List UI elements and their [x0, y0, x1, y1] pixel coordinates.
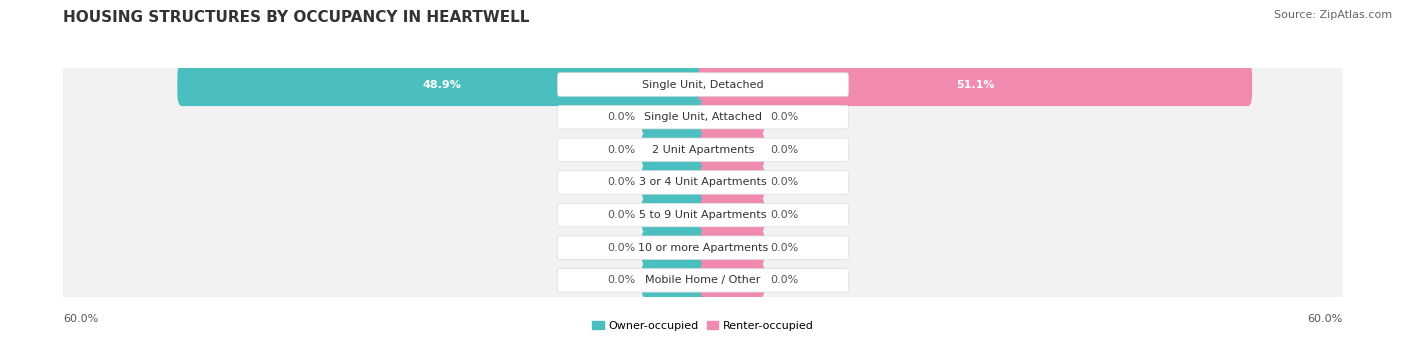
FancyBboxPatch shape — [700, 133, 765, 166]
Text: HOUSING STRUCTURES BY OCCUPANCY IN HEARTWELL: HOUSING STRUCTURES BY OCCUPANCY IN HEART… — [63, 10, 530, 25]
Text: 0.0%: 0.0% — [770, 112, 799, 122]
FancyBboxPatch shape — [60, 223, 1346, 272]
Text: 60.0%: 60.0% — [1308, 314, 1343, 324]
Text: 0.0%: 0.0% — [607, 177, 636, 188]
FancyBboxPatch shape — [557, 269, 849, 292]
Text: 0.0%: 0.0% — [770, 177, 799, 188]
Text: 5 to 9 Unit Apartments: 5 to 9 Unit Apartments — [640, 210, 766, 220]
Legend: Owner-occupied, Renter-occupied: Owner-occupied, Renter-occupied — [588, 316, 818, 336]
Text: 0.0%: 0.0% — [770, 243, 799, 253]
FancyBboxPatch shape — [700, 198, 765, 232]
Text: Source: ZipAtlas.com: Source: ZipAtlas.com — [1274, 10, 1392, 20]
Text: 0.0%: 0.0% — [770, 275, 799, 285]
Text: 10 or more Apartments: 10 or more Apartments — [638, 243, 768, 253]
Text: 0.0%: 0.0% — [770, 145, 799, 155]
FancyBboxPatch shape — [557, 203, 849, 227]
FancyBboxPatch shape — [60, 60, 1346, 109]
FancyBboxPatch shape — [700, 101, 765, 134]
FancyBboxPatch shape — [60, 92, 1346, 142]
FancyBboxPatch shape — [557, 171, 849, 194]
FancyBboxPatch shape — [557, 105, 849, 129]
FancyBboxPatch shape — [177, 63, 707, 106]
FancyBboxPatch shape — [700, 166, 765, 199]
Text: Single Unit, Attached: Single Unit, Attached — [644, 112, 762, 122]
FancyBboxPatch shape — [700, 264, 765, 297]
Text: 0.0%: 0.0% — [607, 275, 636, 285]
Text: Mobile Home / Other: Mobile Home / Other — [645, 275, 761, 285]
Text: 51.1%: 51.1% — [956, 79, 994, 90]
Text: 0.0%: 0.0% — [607, 210, 636, 220]
FancyBboxPatch shape — [60, 255, 1346, 305]
Text: Single Unit, Detached: Single Unit, Detached — [643, 79, 763, 90]
FancyBboxPatch shape — [557, 73, 849, 96]
Text: 60.0%: 60.0% — [63, 314, 98, 324]
Text: 0.0%: 0.0% — [607, 112, 636, 122]
FancyBboxPatch shape — [641, 231, 706, 264]
Text: 0.0%: 0.0% — [607, 243, 636, 253]
FancyBboxPatch shape — [641, 133, 706, 166]
FancyBboxPatch shape — [641, 198, 706, 232]
FancyBboxPatch shape — [699, 63, 1253, 106]
FancyBboxPatch shape — [60, 158, 1346, 207]
FancyBboxPatch shape — [641, 264, 706, 297]
Text: 0.0%: 0.0% — [607, 145, 636, 155]
Text: 2 Unit Apartments: 2 Unit Apartments — [652, 145, 754, 155]
FancyBboxPatch shape — [557, 236, 849, 260]
FancyBboxPatch shape — [641, 101, 706, 134]
Text: 48.9%: 48.9% — [423, 79, 461, 90]
FancyBboxPatch shape — [641, 166, 706, 199]
FancyBboxPatch shape — [60, 125, 1346, 175]
FancyBboxPatch shape — [700, 231, 765, 264]
Text: 0.0%: 0.0% — [770, 210, 799, 220]
Text: 3 or 4 Unit Apartments: 3 or 4 Unit Apartments — [640, 177, 766, 188]
FancyBboxPatch shape — [557, 138, 849, 162]
FancyBboxPatch shape — [60, 190, 1346, 240]
